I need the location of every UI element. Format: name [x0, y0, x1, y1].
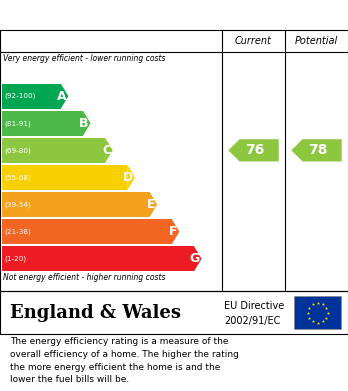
Text: 76: 76	[245, 143, 264, 157]
Bar	[2, 84, 61, 109]
Polygon shape	[228, 139, 279, 161]
Text: C: C	[102, 144, 111, 157]
Text: Very energy efficient - lower running costs: Very energy efficient - lower running co…	[3, 54, 166, 63]
Text: Not energy efficient - higher running costs: Not energy efficient - higher running co…	[3, 273, 166, 282]
Text: Current: Current	[235, 36, 272, 46]
Text: (92-100): (92-100)	[5, 93, 36, 99]
Text: B: B	[79, 117, 89, 130]
Polygon shape	[61, 84, 68, 109]
Polygon shape	[150, 192, 157, 217]
Bar	[2, 138, 105, 163]
Bar	[2, 165, 127, 190]
Polygon shape	[127, 165, 135, 190]
Text: (1-20): (1-20)	[5, 256, 27, 262]
Bar	[2, 111, 83, 136]
Text: (81-91): (81-91)	[5, 120, 31, 127]
Text: A: A	[57, 90, 66, 103]
Polygon shape	[83, 111, 90, 136]
Text: (69-80): (69-80)	[5, 147, 31, 154]
Polygon shape	[291, 139, 342, 161]
Text: 78: 78	[308, 143, 327, 157]
Text: Potential: Potential	[295, 36, 338, 46]
Text: F: F	[169, 225, 177, 238]
Text: E: E	[147, 198, 156, 211]
Text: G: G	[190, 252, 200, 265]
Text: England & Wales: England & Wales	[10, 303, 181, 321]
Text: EU Directive: EU Directive	[224, 301, 285, 311]
Text: (55-68): (55-68)	[5, 174, 31, 181]
Polygon shape	[105, 138, 113, 163]
Text: D: D	[123, 171, 133, 184]
Bar	[2, 192, 150, 217]
Bar	[2, 246, 194, 271]
Text: (39-54): (39-54)	[5, 201, 31, 208]
Polygon shape	[194, 246, 201, 271]
Bar	[294, 296, 341, 329]
Text: Energy Efficiency Rating: Energy Efficiency Rating	[7, 7, 217, 23]
Text: 2002/91/EC: 2002/91/EC	[224, 316, 281, 326]
Text: The energy efficiency rating is a measure of the
overall efficiency of a home. T: The energy efficiency rating is a measur…	[10, 337, 239, 384]
Text: (21-38): (21-38)	[5, 228, 31, 235]
Polygon shape	[172, 219, 179, 244]
Bar	[2, 219, 172, 244]
